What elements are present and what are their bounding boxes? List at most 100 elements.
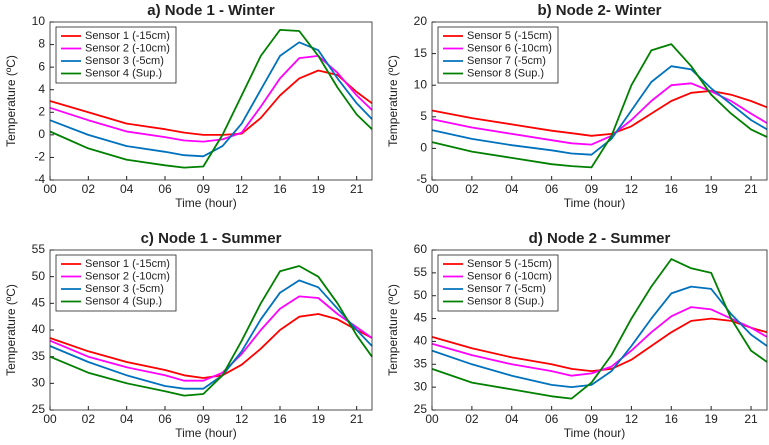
- x-tick-label: 00: [425, 412, 439, 426]
- x-tick-label: 02: [82, 182, 96, 196]
- series-line: [431, 258, 768, 400]
- x-axis-label: Time (hour): [175, 426, 237, 440]
- legend-label: Sensor 6 (-10cm): [467, 270, 552, 282]
- y-tick-label: 50: [414, 288, 428, 302]
- series-line: [49, 41, 373, 158]
- x-tick-label: 21: [744, 182, 758, 196]
- y-tick-label: 20: [414, 14, 428, 28]
- x-tick-label: 04: [120, 412, 134, 426]
- chart-title: d) Node 2 - Summer: [529, 230, 671, 247]
- series-line: [431, 306, 768, 377]
- x-tick-label: 04: [505, 182, 519, 196]
- y-tick-label: 30: [32, 376, 46, 390]
- x-tick-label: 04: [120, 182, 134, 196]
- x-tick-label: 19: [704, 182, 718, 196]
- x-tick-label: 06: [545, 412, 559, 426]
- legend-label: Sensor 3 (-5cm): [85, 55, 164, 67]
- legend-label: Sensor 1 (-15cm): [85, 30, 170, 42]
- legend-label: Sensor 8 (Sup.): [467, 67, 544, 79]
- x-tick-label: 16: [273, 412, 287, 426]
- legend-label: Sensor 1 (-15cm): [85, 258, 170, 270]
- y-tick-label: 15: [414, 46, 428, 60]
- x-tick-label: 02: [82, 412, 96, 426]
- x-tick-label: 19: [312, 182, 326, 196]
- y-tick-label: 60: [414, 242, 428, 256]
- legend-label: Sensor 5 (-15cm): [467, 258, 552, 270]
- y-tick-label: 4: [38, 82, 45, 96]
- y-tick-label: 0: [420, 141, 427, 155]
- y-tick-label: 50: [32, 269, 46, 283]
- x-tick-label: 12: [235, 412, 249, 426]
- x-axis-label: Time (hour): [564, 196, 626, 210]
- x-tick-label: 16: [273, 182, 287, 196]
- x-tick-label: 00: [43, 412, 57, 426]
- y-tick-label: 25: [414, 402, 428, 416]
- series-line: [49, 279, 373, 390]
- series-line: [49, 265, 373, 397]
- y-tick-label: 5: [420, 109, 427, 123]
- x-tick-label: 19: [312, 412, 326, 426]
- series-line: [49, 295, 373, 382]
- x-tick-label: 19: [704, 412, 718, 426]
- legend-label: Sensor 4 (Sup.): [85, 67, 162, 79]
- x-tick-label: 16: [665, 412, 679, 426]
- y-tick-label: 55: [414, 265, 428, 279]
- y-tick-label: 35: [414, 356, 428, 370]
- axes-frame: [431, 21, 768, 181]
- y-tick-label: 45: [414, 311, 428, 325]
- axes-frame: [49, 249, 373, 411]
- y-tick-label: 10: [32, 14, 46, 28]
- legend-label: Sensor 7 (-5cm): [467, 55, 546, 67]
- chart-title: b) Node 2- Winter: [537, 2, 661, 19]
- legend-label: Sensor 5 (-15cm): [467, 30, 552, 42]
- y-tick-label: 55: [32, 242, 46, 256]
- x-tick-label: 06: [158, 182, 172, 196]
- y-tick-label: 40: [32, 322, 46, 336]
- chart-title: a) Node 1 - Winter: [147, 2, 275, 19]
- x-tick-label: 06: [545, 182, 559, 196]
- series-line: [431, 317, 768, 372]
- x-tick-label: 00: [43, 182, 57, 196]
- x-tick-label: 09: [197, 412, 211, 426]
- axes-frame: [431, 249, 768, 411]
- y-tick-label: -2: [34, 150, 45, 164]
- y-tick-label: 45: [32, 296, 46, 310]
- x-tick-label: 04: [505, 412, 519, 426]
- y-tick-label: 6: [38, 59, 45, 73]
- y-axis-label: Temperature (ºC): [386, 55, 400, 147]
- series-line: [431, 43, 768, 169]
- series-line: [49, 29, 373, 169]
- x-tick-label: 00: [425, 182, 439, 196]
- x-tick-label: 09: [585, 412, 599, 426]
- legend-label: Sensor 2 (-10cm): [85, 42, 170, 54]
- y-tick-label: 2: [38, 104, 45, 118]
- legend-label: Sensor 8 (Sup.): [467, 295, 544, 307]
- y-tick-label: 25: [32, 402, 46, 416]
- x-tick-label: 02: [465, 412, 479, 426]
- x-tick-label: 12: [625, 412, 639, 426]
- y-axis-label: Temperature (ºC): [4, 284, 18, 376]
- legend-label: Sensor 6 (-10cm): [467, 42, 552, 54]
- x-tick-label: 21: [350, 182, 364, 196]
- legend-label: Sensor 2 (-10cm): [85, 270, 170, 282]
- series-line: [49, 313, 373, 379]
- y-axis-label: Temperature (ºC): [4, 55, 18, 147]
- x-tick-label: 02: [465, 182, 479, 196]
- series-line: [49, 55, 373, 143]
- series-line: [431, 90, 768, 137]
- x-tick-label: 16: [665, 182, 679, 196]
- x-tick-label: 12: [235, 182, 249, 196]
- series-line: [431, 65, 768, 156]
- x-tick-label: 09: [197, 182, 211, 196]
- legend-label: Sensor 4 (Sup.): [85, 295, 162, 307]
- x-tick-label: 09: [585, 182, 599, 196]
- y-tick-label: 10: [414, 77, 428, 91]
- y-tick-label: 8: [38, 37, 45, 51]
- y-tick-label: 35: [32, 349, 46, 363]
- x-tick-label: 12: [625, 182, 639, 196]
- y-axis-label: Temperature (ºC): [386, 284, 400, 376]
- y-tick-label: -4: [34, 172, 45, 186]
- x-axis-label: Time (hour): [564, 426, 626, 440]
- y-tick-label: 30: [414, 379, 428, 393]
